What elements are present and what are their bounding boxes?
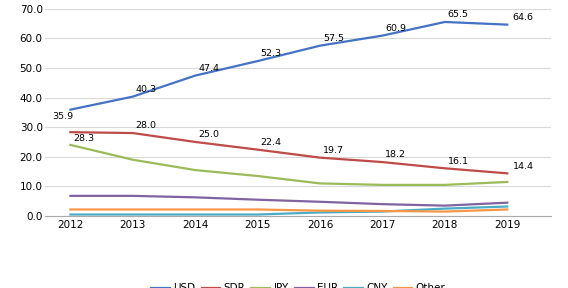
Other bbox=[254, 208, 261, 211]
Text: 35.9: 35.9 bbox=[52, 112, 73, 121]
CNY bbox=[192, 213, 199, 216]
Text: 25.0: 25.0 bbox=[198, 130, 219, 139]
Text: 64.6: 64.6 bbox=[513, 13, 534, 22]
Text: 19.7: 19.7 bbox=[323, 146, 344, 155]
CNY bbox=[130, 213, 136, 216]
EUR bbox=[379, 202, 386, 206]
Text: 52.3: 52.3 bbox=[260, 49, 282, 58]
USD bbox=[192, 74, 199, 77]
Line: SDR: SDR bbox=[70, 132, 507, 173]
JPY bbox=[316, 182, 323, 185]
EUR bbox=[254, 198, 261, 201]
Text: 16.1: 16.1 bbox=[448, 157, 469, 166]
JPY bbox=[192, 168, 199, 172]
Text: 40.3: 40.3 bbox=[136, 85, 157, 94]
JPY bbox=[379, 183, 386, 187]
USD bbox=[254, 59, 261, 63]
SDR bbox=[504, 172, 511, 175]
EUR bbox=[67, 194, 74, 198]
USD bbox=[441, 20, 448, 24]
JPY bbox=[130, 158, 136, 162]
JPY bbox=[504, 180, 511, 184]
JPY bbox=[254, 174, 261, 178]
Text: 28.3: 28.3 bbox=[73, 134, 94, 143]
Other bbox=[441, 210, 448, 213]
Other bbox=[379, 209, 386, 213]
USD bbox=[504, 23, 511, 26]
EUR bbox=[192, 196, 199, 199]
Other bbox=[316, 209, 323, 212]
USD bbox=[130, 95, 136, 98]
EUR bbox=[130, 194, 136, 198]
Line: USD: USD bbox=[70, 22, 507, 110]
Text: 18.2: 18.2 bbox=[385, 150, 406, 159]
SDR bbox=[254, 148, 261, 151]
USD bbox=[379, 34, 386, 37]
Other bbox=[130, 208, 136, 211]
CNY bbox=[254, 213, 261, 216]
CNY bbox=[441, 207, 448, 210]
SDR bbox=[192, 140, 199, 144]
CNY bbox=[504, 205, 511, 208]
EUR bbox=[504, 201, 511, 204]
Text: 28.0: 28.0 bbox=[136, 121, 157, 130]
CNY bbox=[316, 211, 323, 214]
USD bbox=[316, 44, 323, 48]
SDR bbox=[379, 160, 386, 164]
Line: CNY: CNY bbox=[70, 206, 507, 215]
EUR bbox=[316, 200, 323, 204]
JPY bbox=[441, 183, 448, 187]
Line: Other: Other bbox=[70, 209, 507, 212]
Line: JPY: JPY bbox=[70, 145, 507, 185]
Text: 57.5: 57.5 bbox=[323, 34, 344, 43]
SDR bbox=[316, 156, 323, 159]
Other bbox=[67, 208, 74, 211]
Other bbox=[192, 208, 199, 211]
JPY bbox=[67, 143, 74, 147]
CNY bbox=[67, 213, 74, 216]
USD bbox=[67, 108, 74, 111]
SDR bbox=[67, 130, 74, 134]
Text: 60.9: 60.9 bbox=[385, 24, 406, 33]
EUR bbox=[441, 204, 448, 207]
Other bbox=[504, 208, 511, 211]
Text: 14.4: 14.4 bbox=[513, 162, 534, 170]
SDR bbox=[441, 166, 448, 170]
Text: 47.4: 47.4 bbox=[198, 64, 219, 73]
SDR bbox=[130, 131, 136, 135]
Legend: USD, SDR, JPY, EUR, CNY, Other: USD, SDR, JPY, EUR, CNY, Other bbox=[147, 279, 449, 288]
Line: EUR: EUR bbox=[70, 196, 507, 206]
Text: 65.5: 65.5 bbox=[448, 10, 469, 19]
Text: 22.4: 22.4 bbox=[260, 138, 281, 147]
CNY bbox=[379, 210, 386, 213]
